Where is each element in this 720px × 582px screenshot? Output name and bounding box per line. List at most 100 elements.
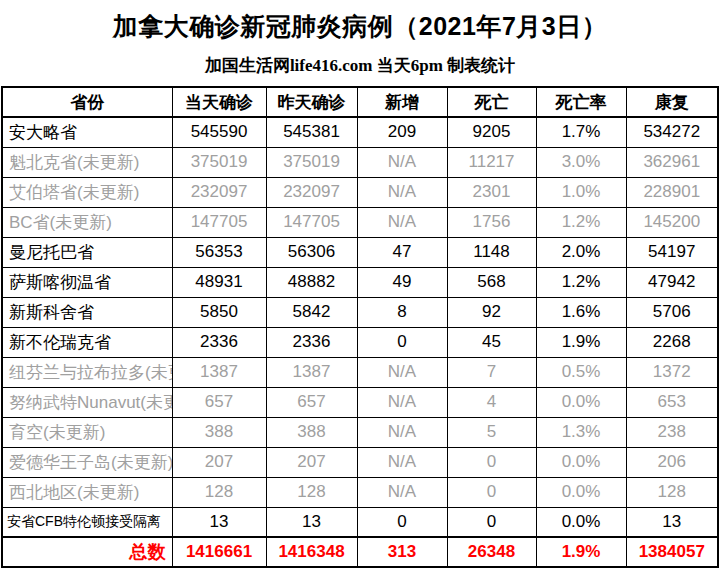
- province-cell: 纽芬兰与拉布拉多(未更新): [2, 357, 172, 387]
- yesterday-cell: 147705: [266, 207, 357, 237]
- yesterday-cell: 232097: [266, 177, 357, 207]
- new-cell: 8: [357, 297, 447, 327]
- deaths-cell: 45: [447, 327, 536, 357]
- new-cell: N/A: [357, 207, 447, 237]
- province-cell: 安大略省: [2, 117, 172, 147]
- today-cell: 2336: [172, 327, 266, 357]
- death-rate-cell: 0.0%: [536, 507, 626, 537]
- table-row: 艾伯塔省(未更新) 232097 232097 N/A 2301 1.0% 22…: [2, 177, 718, 207]
- deaths-cell: 2301: [447, 177, 536, 207]
- today-cell: 48931: [172, 267, 266, 297]
- table-row: 育空(未更新) 388 388 N/A 5 1.3% 238: [2, 417, 718, 447]
- total-yesterday-cell: 1416348: [266, 537, 357, 567]
- province-cell: 新不伦瑞克省: [2, 327, 172, 357]
- recovered-cell: 238: [626, 417, 718, 447]
- yesterday-cell: 657: [266, 387, 357, 417]
- header-yesterday-confirmed: 昨天确诊: [266, 87, 357, 117]
- recovered-cell: 2268: [626, 327, 718, 357]
- province-cell: 艾伯塔省(未更新): [2, 177, 172, 207]
- yesterday-cell: 128: [266, 477, 357, 507]
- yesterday-cell: 56306: [266, 237, 357, 267]
- yesterday-cell: 2336: [266, 327, 357, 357]
- new-cell: N/A: [357, 417, 447, 447]
- death-rate-cell: 1.9%: [536, 327, 626, 357]
- death-rate-cell: 1.7%: [536, 117, 626, 147]
- province-cell: 努纳武特Nunavut(未更新): [2, 387, 172, 417]
- deaths-cell: 92: [447, 297, 536, 327]
- province-cell: 曼尼托巴省: [2, 237, 172, 267]
- yesterday-cell: 375019: [266, 147, 357, 177]
- today-cell: 232097: [172, 177, 266, 207]
- deaths-cell: 5: [447, 417, 536, 447]
- recovered-cell: 206: [626, 447, 718, 477]
- recovered-cell: 54197: [626, 237, 718, 267]
- deaths-cell: 1756: [447, 207, 536, 237]
- new-cell: 209: [357, 117, 447, 147]
- total-new-cell: 313: [357, 537, 447, 567]
- today-cell: 207: [172, 447, 266, 477]
- deaths-cell: 11217: [447, 147, 536, 177]
- table-total-row: 总数 1416661 1416348 313 26348 1.9% 138405…: [2, 537, 718, 567]
- deaths-cell: 4: [447, 387, 536, 417]
- deaths-cell: 568: [447, 267, 536, 297]
- recovered-cell: 362961: [626, 147, 718, 177]
- yesterday-cell: 5842: [266, 297, 357, 327]
- today-cell: 388: [172, 417, 266, 447]
- new-cell: 47: [357, 237, 447, 267]
- today-cell: 1387: [172, 357, 266, 387]
- death-rate-cell: 0.0%: [536, 387, 626, 417]
- header-new-cases: 新增: [357, 87, 447, 117]
- page-title: 加拿大确诊新冠肺炎病例（2021年7月3日）: [0, 10, 720, 43]
- death-rate-cell: 0.0%: [536, 447, 626, 477]
- total-death-rate-cell: 1.9%: [536, 537, 626, 567]
- recovered-cell: 1372: [626, 357, 718, 387]
- province-cell: BC省(未更新): [2, 207, 172, 237]
- recovered-cell: 653: [626, 387, 718, 417]
- province-cell: 萨斯喀彻温省: [2, 267, 172, 297]
- province-cell: 爱德华王子岛(未更新): [2, 447, 172, 477]
- province-cell: 安省CFB特伦顿接受隔离: [2, 507, 172, 537]
- table-row: 新不伦瑞克省 2336 2336 0 45 1.9% 2268: [2, 327, 718, 357]
- new-cell: N/A: [357, 177, 447, 207]
- today-cell: 545590: [172, 117, 266, 147]
- province-cell: 魁北克省(未更新): [2, 147, 172, 177]
- recovered-cell: 534272: [626, 117, 718, 147]
- header-today-confirmed: 当天确诊: [172, 87, 266, 117]
- province-cell: 育空(未更新): [2, 417, 172, 447]
- death-rate-cell: 1.2%: [536, 267, 626, 297]
- today-cell: 5850: [172, 297, 266, 327]
- death-rate-cell: 1.2%: [536, 207, 626, 237]
- recovered-cell: 47942: [626, 267, 718, 297]
- total-deaths-cell: 26348: [447, 537, 536, 567]
- recovered-cell: 145200: [626, 207, 718, 237]
- death-rate-cell: 3.0%: [536, 147, 626, 177]
- table-row: 爱德华王子岛(未更新) 207 207 N/A 0 0.0% 206: [2, 447, 718, 477]
- death-rate-cell: 2.0%: [536, 237, 626, 267]
- new-cell: N/A: [357, 387, 447, 417]
- yesterday-cell: 545381: [266, 117, 357, 147]
- death-rate-cell: 0.5%: [536, 357, 626, 387]
- today-cell: 375019: [172, 147, 266, 177]
- table-row: 曼尼托巴省 56353 56306 47 1148 2.0% 54197: [2, 237, 718, 267]
- header-death-rate: 死亡率: [536, 87, 626, 117]
- deaths-cell: 0: [447, 507, 536, 537]
- death-rate-cell: 0.0%: [536, 477, 626, 507]
- deaths-cell: 0: [447, 477, 536, 507]
- recovered-cell: 228901: [626, 177, 718, 207]
- yesterday-cell: 207: [266, 447, 357, 477]
- yesterday-cell: 1387: [266, 357, 357, 387]
- recovered-cell: 128: [626, 477, 718, 507]
- recovered-cell: 5706: [626, 297, 718, 327]
- table-header-row: 省份 当天确诊 昨天确诊 新增 死亡 死亡率 康复: [2, 87, 718, 117]
- covid-stats-table: 省份 当天确诊 昨天确诊 新增 死亡 死亡率 康复 安大略省 545590 54…: [1, 86, 719, 568]
- table-row: 纽芬兰与拉布拉多(未更新) 1387 1387 N/A 7 0.5% 1372: [2, 357, 718, 387]
- province-cell: 新斯科舍省: [2, 297, 172, 327]
- table-row: 西北地区(未更新) 128 128 N/A 0 0.0% 128: [2, 477, 718, 507]
- death-rate-cell: 1.3%: [536, 417, 626, 447]
- today-cell: 147705: [172, 207, 266, 237]
- total-recovered-cell: 1384057: [626, 537, 718, 567]
- header-province: 省份: [2, 87, 172, 117]
- table-row: 安大略省 545590 545381 209 9205 1.7% 534272: [2, 117, 718, 147]
- new-cell: N/A: [357, 357, 447, 387]
- total-label: 总数: [2, 537, 172, 567]
